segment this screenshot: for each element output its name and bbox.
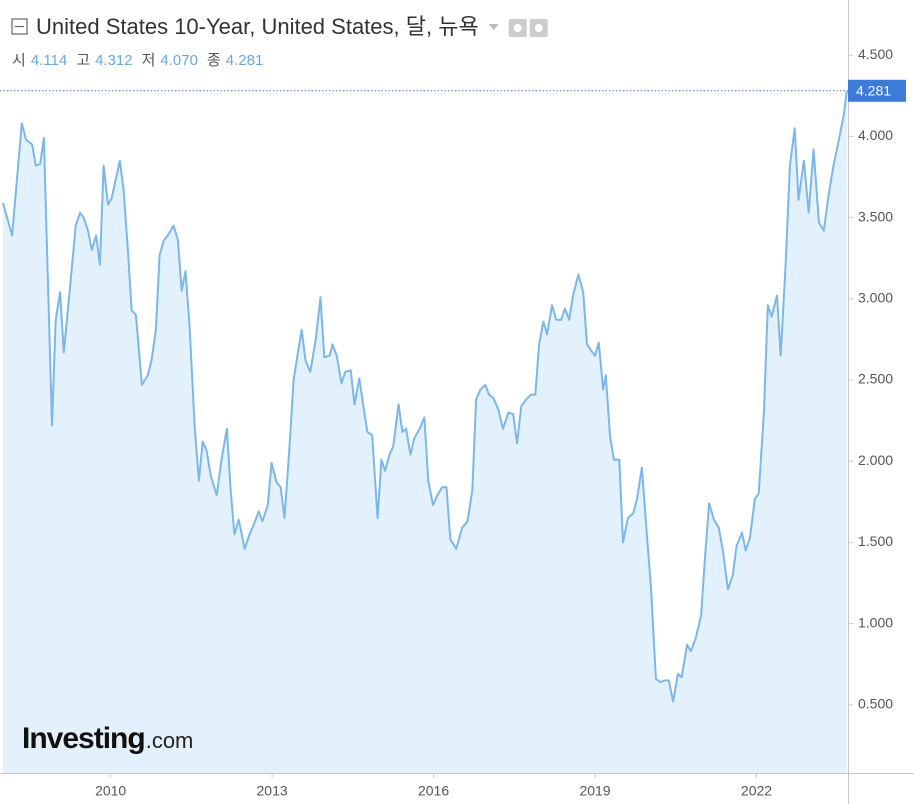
ohlc-value: 4.114 xyxy=(31,52,67,69)
line xyxy=(2,90,848,703)
y-tick-label: 2.000 xyxy=(858,452,893,468)
ohlc-label: 종 xyxy=(207,52,221,69)
y-tick-label: 1.500 xyxy=(858,533,893,549)
y-tick-label: 0.500 xyxy=(858,695,893,711)
x-tick-label: 2010 xyxy=(95,783,126,799)
y-tick-label: 3.500 xyxy=(858,208,893,224)
watermark-suffix: .com xyxy=(146,728,194,753)
plot-area xyxy=(2,90,848,774)
dropdown-arrow xyxy=(488,24,499,30)
watermark: Investing .com xyxy=(22,722,193,755)
x-tick-label: 2019 xyxy=(579,783,610,799)
ohlc-value: 4.312 xyxy=(95,52,133,69)
ohlc-label: 시 xyxy=(12,52,26,69)
y-tick-label: 2.500 xyxy=(858,371,893,387)
x-tick-label: 2016 xyxy=(418,783,449,799)
chart-title: United States 10-Year, United States, 달,… xyxy=(36,14,479,39)
x-tick-label: 2013 xyxy=(257,783,288,799)
settings-icon-dot xyxy=(513,24,522,32)
y-tick-label: 4.500 xyxy=(858,46,893,62)
ohlc-value: 4.070 xyxy=(160,52,198,69)
watermark-main: Investing xyxy=(22,722,145,755)
gear-icon-dot xyxy=(534,24,543,32)
ohlc-value: 4.281 xyxy=(226,52,264,69)
collapse-icon[interactable] xyxy=(11,18,28,35)
y-tick-label: 3.000 xyxy=(858,290,893,306)
ohlc-row: 시 4.114 고 4.312 저 4.070 종 4.281 xyxy=(12,52,263,69)
y-tick-label: 1.000 xyxy=(858,614,893,630)
ohlc-label: 고 xyxy=(76,52,90,69)
last-value-label: 4.281 xyxy=(856,82,891,98)
x-tick-label: 2022 xyxy=(741,783,772,799)
last-value-badge xyxy=(848,79,906,102)
ohlc-label: 저 xyxy=(142,52,156,69)
y-tick-label: 4.000 xyxy=(858,127,893,143)
